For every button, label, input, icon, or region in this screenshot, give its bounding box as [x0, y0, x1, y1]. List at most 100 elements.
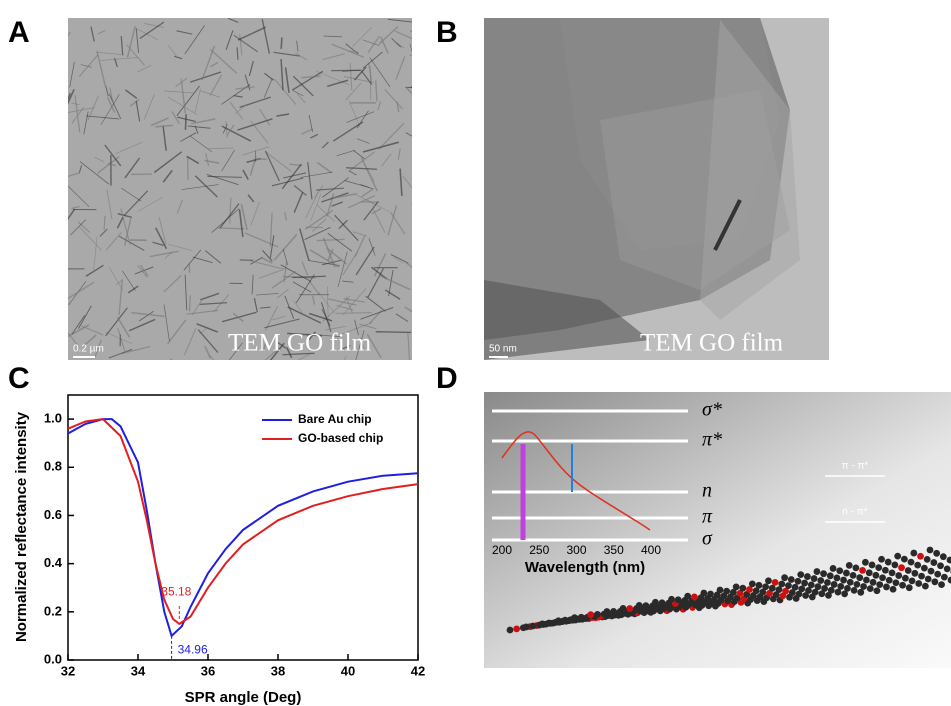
atom: [930, 559, 937, 566]
x-tick-label: 42: [411, 663, 425, 678]
x-tick-label: 32: [61, 663, 75, 678]
series-line: [68, 419, 418, 624]
atom: [539, 620, 546, 627]
atom: [781, 574, 788, 581]
fiber: [190, 295, 191, 311]
atom: [636, 602, 643, 609]
fiber: [185, 114, 186, 130]
atom: [792, 584, 799, 591]
x-tick-label: 36: [201, 663, 215, 678]
fiber: [411, 203, 432, 212]
atom: [902, 575, 909, 582]
annotation-label: 35.18: [161, 585, 191, 599]
atom: [749, 580, 756, 587]
atom: [862, 559, 869, 566]
atom: [652, 599, 659, 606]
level-label: σ: [702, 528, 713, 550]
atom: [886, 577, 893, 584]
atom: [931, 578, 938, 585]
atom: [642, 602, 649, 609]
atom: [846, 562, 853, 569]
atom: [659, 599, 666, 606]
atom: [933, 550, 940, 557]
figure: A B C D 0.2 µm TEM GO film 50 nm TEM GO …: [0, 0, 951, 706]
atom: [513, 625, 520, 632]
atom: [733, 584, 740, 591]
atom: [821, 585, 828, 592]
image-caption: TEM GO film: [640, 330, 784, 357]
atom: [938, 581, 945, 588]
atom: [827, 572, 834, 579]
transition-label: n - π*: [842, 507, 867, 518]
atom: [723, 588, 730, 595]
fiber: [410, 55, 435, 68]
panel-letter: D: [436, 362, 458, 395]
atom: [872, 572, 879, 579]
atom: [895, 572, 902, 579]
atom: [507, 627, 514, 634]
atom: [908, 559, 915, 566]
atom: [867, 585, 874, 592]
atom: [840, 577, 847, 584]
atom: [854, 581, 861, 588]
level-label: π*: [702, 429, 722, 451]
atom: [940, 553, 947, 560]
atom: [815, 583, 822, 590]
atom: [668, 596, 675, 603]
atom: [620, 605, 627, 612]
atom: [836, 567, 843, 574]
atom: [870, 579, 877, 586]
atom: [844, 585, 851, 592]
panel-letter: A: [8, 16, 30, 49]
atom: [523, 624, 530, 631]
y-tick-label: 0.2: [44, 603, 62, 618]
atom: [899, 582, 906, 589]
atom: [808, 581, 815, 588]
atom: [921, 565, 928, 572]
atom: [924, 556, 931, 563]
atom: [785, 582, 792, 589]
atom: [772, 579, 779, 586]
atom: [944, 565, 951, 572]
atom: [860, 583, 867, 590]
atom: [914, 562, 921, 569]
x-tick-label: 350: [604, 543, 624, 557]
y-axis-title: Normalized reflectance intensity: [13, 411, 30, 642]
atom: [675, 596, 682, 603]
atom: [820, 570, 827, 577]
atom: [546, 620, 553, 627]
y-tick-label: 0.8: [44, 459, 62, 474]
atom: [562, 617, 569, 624]
level-label: n: [702, 480, 712, 502]
atom: [587, 611, 594, 618]
atom: [925, 576, 932, 583]
atom: [856, 574, 863, 581]
fiber: [104, 216, 105, 230]
atom: [928, 568, 935, 575]
atom: [915, 580, 922, 587]
atom: [909, 577, 916, 584]
atom: [851, 587, 858, 594]
atom: [797, 571, 804, 578]
atom: [857, 589, 864, 596]
atom: [905, 567, 912, 574]
atom: [911, 570, 918, 577]
atom: [850, 572, 857, 579]
fiber: [49, 32, 70, 63]
atom: [762, 583, 769, 590]
image-caption: TEM GO film: [228, 330, 372, 357]
atom: [831, 581, 838, 588]
atom: [837, 583, 844, 590]
atom: [691, 594, 698, 601]
atom: [910, 550, 917, 557]
atom: [852, 564, 859, 571]
atom: [578, 614, 585, 621]
legend-label: GO-based chip: [298, 431, 383, 445]
scale-bar-label: 50 nm: [489, 344, 517, 355]
atom: [866, 569, 873, 576]
atom: [765, 577, 772, 584]
x-axis-title: SPR angle (Deg): [185, 689, 302, 706]
atom: [894, 553, 901, 560]
atom: [684, 593, 691, 600]
atom: [889, 570, 896, 577]
